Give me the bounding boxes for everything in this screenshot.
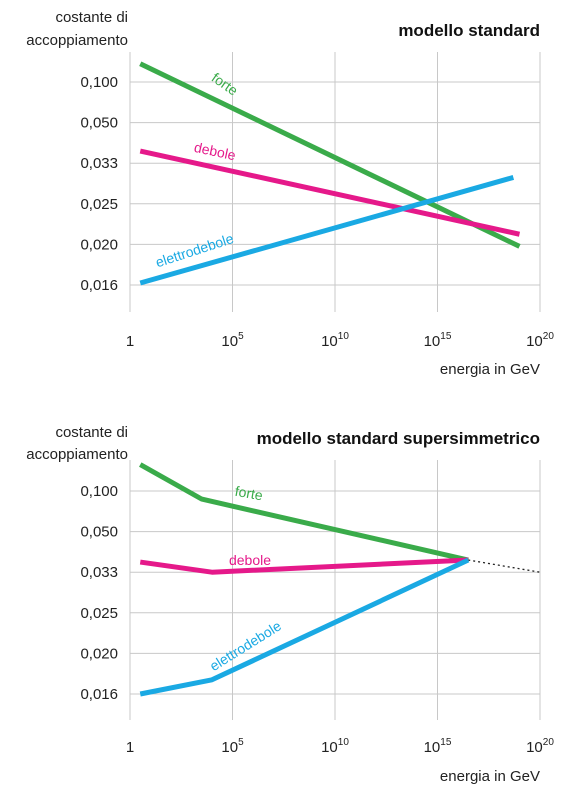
series-line-elettrodebole	[139, 175, 515, 286]
extrapolation-line	[468, 559, 541, 573]
x-axis-title: energia in GeV	[440, 768, 540, 785]
y-tick-label: 0,050	[80, 524, 118, 541]
y-tick-label: 0,020	[80, 236, 118, 253]
series-label-forte: forte	[234, 483, 265, 504]
series-line-debole	[139, 557, 469, 575]
y-tick-label: 0,025	[80, 605, 118, 622]
y-tick-label: 0,016	[80, 686, 118, 703]
chart-title: modello standard supersimmetrico	[257, 429, 540, 448]
x-tick-label: 1	[126, 739, 134, 756]
grid	[129, 460, 541, 720]
x-tick-label: 1020	[526, 737, 554, 756]
x-tick-label: 1020	[526, 331, 554, 350]
y-tick-labels: 0,100 0,050 0,033 0,025 0,020 0,016	[80, 74, 118, 294]
y-tick-label: 0,100	[80, 483, 118, 500]
y-tick-label: 0,016	[80, 277, 118, 294]
series-line-forte	[139, 462, 469, 563]
y-axis-title-line-1: costante di	[55, 9, 128, 26]
x-tick-labels: 1 105 1010 1015 1020	[126, 737, 555, 756]
x-tick-label: 105	[221, 331, 244, 350]
series-label-elettrodebole: elettrodebole	[153, 230, 235, 270]
y-tick-label: 0,033	[80, 564, 118, 581]
x-tick-label: 1010	[321, 331, 349, 350]
x-tick-label: 1	[126, 333, 134, 350]
y-axis-title-line-2: accoppiamento	[26, 32, 128, 49]
y-axis-title-line-1: costante di	[55, 424, 128, 441]
x-axis-title: energia in GeV	[440, 361, 540, 378]
x-tick-labels: 1 105 1010 1015 1020	[126, 331, 555, 350]
chart-panel-standard-model: costante di accoppiamento modello standa…	[26, 9, 554, 378]
series-label-debole: debole	[193, 139, 238, 163]
series-label-debole: debole	[229, 552, 271, 568]
series-line-elettrodebole	[139, 557, 470, 697]
chart-panel-supersymmetric-model: costante di accoppiamento modello standa…	[26, 424, 554, 785]
series-label-forte: forte	[209, 69, 241, 98]
y-tick-label: 0,033	[80, 155, 118, 172]
series-line-forte	[139, 61, 521, 249]
x-tick-label: 1015	[424, 331, 452, 350]
y-tick-label: 0,020	[80, 645, 118, 662]
y-axis-title-line-2: accoppiamento	[26, 446, 128, 463]
y-tick-label: 0,025	[80, 196, 118, 213]
y-tick-labels: 0,100 0,050 0,033 0,025 0,020 0,016	[80, 483, 118, 703]
y-tick-label: 0,050	[80, 115, 118, 132]
grid	[129, 52, 541, 312]
x-tick-label: 1010	[321, 737, 349, 756]
series-lines: forte debole elettrodebole	[139, 61, 521, 286]
x-tick-label: 105	[221, 737, 244, 756]
series-line-debole	[139, 148, 521, 237]
chart-title: modello standard	[398, 21, 540, 40]
y-tick-label: 0,100	[80, 74, 118, 91]
x-tick-label: 1015	[424, 737, 452, 756]
